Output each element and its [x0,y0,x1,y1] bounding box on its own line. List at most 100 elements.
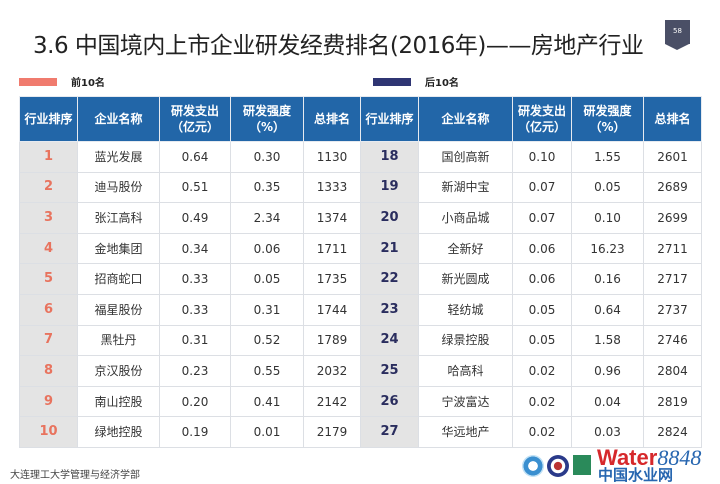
rd-intensity: 2.34 [230,202,304,234]
legend-label: 后10名 [425,78,459,89]
industry-rank: 18 [360,141,419,173]
ranking-table: 行业排序 企业名称 研发支出 （亿元） 研发强度 （%） 总排名 行业排序 企业名称 研发支出 （亿… [19,96,702,448]
rd-intensity: 0.10 [571,202,644,234]
column-header: 研发强度 （%） [230,96,304,142]
watermark-number: 8848 [657,445,702,470]
column-header: 总排名 [303,96,361,142]
rd-intensity: 0.06 [230,232,304,265]
overall-rank: 1711 [303,232,361,265]
overall-rank: 2601 [643,141,702,173]
table-row: 5 招商蛇口 0.33 0.05 1735 22 新光圆成 0.06 0.16 2717 [19,263,702,295]
column-header: 研发强度 （%） [571,96,644,142]
company-name: 南山控股 [77,385,160,418]
industry-rank: 1 [19,141,78,173]
company-name: 迪马股份 [77,171,160,204]
column-header-line: 研发强度 [242,104,291,118]
industry-rank: 20 [360,202,419,234]
overall-rank: 2804 [643,355,702,387]
rd-intensity: 0.55 [230,355,304,387]
table-row: 7 黑牡丹 0.31 0.52 1789 24 绿景控股 0.05 1.58 2746 [19,324,702,357]
rd-expense: 0.02 [512,416,572,448]
column-header-line: （亿元） [170,120,219,134]
rd-intensity: 0.35 [230,171,304,204]
company-name: 全新好 [418,232,513,265]
table-row: 4 金地集团 0.34 0.06 1711 21 全新好 0.06 16.23 2711 [19,232,702,265]
rd-expense: 0.06 [512,263,572,295]
rd-expense: 0.33 [159,293,231,326]
school-logo [547,455,569,477]
column-header-line: 企业名称 [94,112,143,126]
overall-rank: 2689 [643,171,702,204]
industry-rank: 9 [19,385,78,418]
column-header: 行业排序 [19,96,78,142]
company-name: 福星股份 [77,293,160,326]
company-name: 新光圆成 [418,263,513,295]
industry-rank: 23 [360,293,419,326]
column-header-line: 研发支出 [517,104,566,118]
legend-swatch-bottom10 [373,77,411,86]
industry-rank: 3 [19,202,78,234]
industry-rank: 10 [19,416,78,448]
rd-intensity: 0.30 [230,141,304,173]
column-header-line: 总排名 [654,112,691,126]
table-row: 1 蓝光发展 0.64 0.30 1130 18 国创高新 0.10 1.55 2601 [19,141,702,173]
rd-intensity: 0.03 [571,416,644,448]
watermark-logo: Water8848 [597,445,702,470]
rd-expense: 0.33 [159,263,231,295]
overall-rank: 2717 [643,263,702,295]
company-name: 蓝光发展 [77,141,160,173]
column-header-line: （亿元） [517,120,566,134]
rd-expense: 0.02 [512,355,572,387]
legend-top10: 前10名 [19,74,105,89]
rd-expense: 0.23 [159,355,231,387]
industry-rank: 6 [19,293,78,326]
rd-intensity: 0.05 [571,171,644,204]
rd-expense: 0.64 [159,141,231,173]
rd-expense: 0.31 [159,324,231,357]
column-header: 企业名称 [418,96,513,142]
overall-rank: 2142 [303,385,361,418]
column-header: 行业排序 [360,96,419,142]
rd-intensity: 1.58 [571,324,644,357]
column-header: 研发支出 （亿元） [512,96,572,142]
rd-intensity: 0.01 [230,416,304,448]
overall-rank: 2179 [303,416,361,448]
page-number-badge: 58 [665,20,690,50]
overall-rank: 2824 [643,416,702,448]
university-logo [522,455,544,477]
industry-rank: 4 [19,232,78,265]
industry-rank: 19 [360,171,419,204]
table-row: 9 南山控股 0.20 0.41 2142 26 宁波富达 0.02 0.04 2819 [19,385,702,418]
company-name: 哈高科 [418,355,513,387]
legend-swatch-top10 [19,77,57,86]
rd-intensity: 16.23 [571,232,644,265]
industry-rank: 21 [360,232,419,265]
rd-intensity: 0.96 [571,355,644,387]
company-name: 轻纺城 [418,293,513,326]
rd-expense: 0.34 [159,232,231,265]
industry-rank: 2 [19,171,78,204]
rd-intensity: 0.41 [230,385,304,418]
column-header: 企业名称 [77,96,160,142]
rd-intensity: 1.55 [571,141,644,173]
rd-intensity: 0.04 [571,385,644,418]
rd-expense: 0.07 [512,171,572,204]
slide-title: 3.6 中国境内上市企业研发经费排名(2016年)——房地产行业 [33,33,644,59]
rd-expense: 0.05 [512,293,572,326]
column-header-line: 研发强度 [583,104,632,118]
overall-rank: 1374 [303,202,361,234]
column-header-line: 研发支出 [170,104,219,118]
overall-rank: 1130 [303,141,361,173]
column-header-line: 总排名 [313,112,350,126]
industry-rank: 25 [360,355,419,387]
company-name: 绿地控股 [77,416,160,448]
overall-rank: 2819 [643,385,702,418]
rd-intensity: 0.05 [230,263,304,295]
overall-rank: 2032 [303,355,361,387]
rd-intensity: 0.31 [230,293,304,326]
rd-expense: 0.19 [159,416,231,448]
company-name: 京汉股份 [77,355,160,387]
industry-rank: 8 [19,355,78,387]
rd-intensity: 0.16 [571,263,644,295]
rd-expense: 0.06 [512,232,572,265]
